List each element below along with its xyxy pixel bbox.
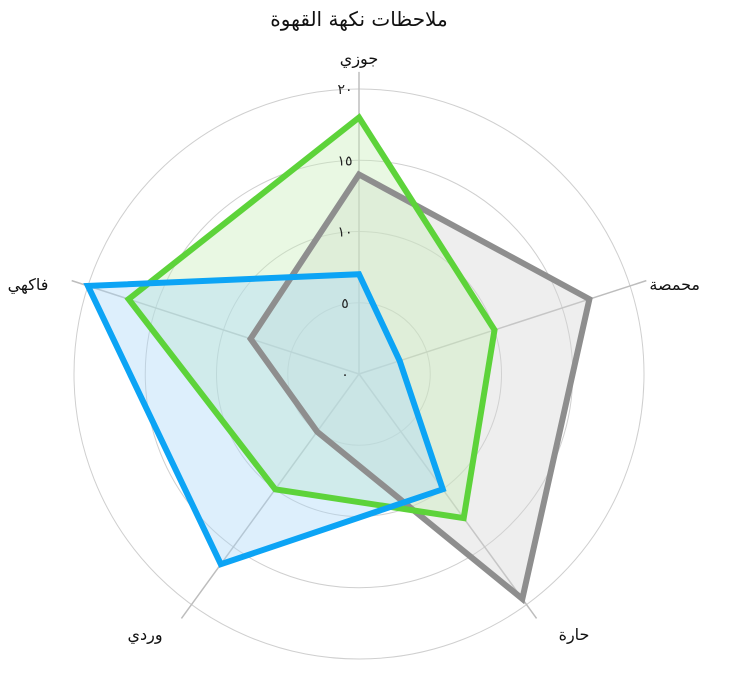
axis-label: محمصة xyxy=(649,275,700,294)
tick-label: ١٠ xyxy=(337,225,352,241)
series-line xyxy=(246,170,593,605)
tick-label: ٠ xyxy=(341,367,349,383)
tick-label: ٥ xyxy=(341,296,349,312)
tick-label: ٢٠ xyxy=(337,82,352,98)
axis-line xyxy=(358,279,647,375)
axis-line xyxy=(71,279,360,375)
chart-title: ملاحظات نكهة القهوة xyxy=(270,7,447,31)
axis-line xyxy=(180,373,360,619)
series-group xyxy=(83,113,593,605)
series-fill xyxy=(128,117,495,519)
tick-label: ١٥ xyxy=(337,153,352,169)
axis-label: جوزي xyxy=(340,49,378,69)
series-fill xyxy=(250,174,590,599)
series-line xyxy=(83,271,447,568)
labels: ٠ ٥ ١٠ ١٥ ٢٠ جوزي محمصة حارة وردي فاكهي xyxy=(8,49,700,645)
axis-label: حارة xyxy=(559,625,590,645)
series-line xyxy=(124,113,498,522)
axis-label: وردي xyxy=(127,625,162,645)
axis-line xyxy=(358,373,538,619)
series-fill xyxy=(87,274,443,565)
axis-label: فاكهي xyxy=(8,275,49,295)
